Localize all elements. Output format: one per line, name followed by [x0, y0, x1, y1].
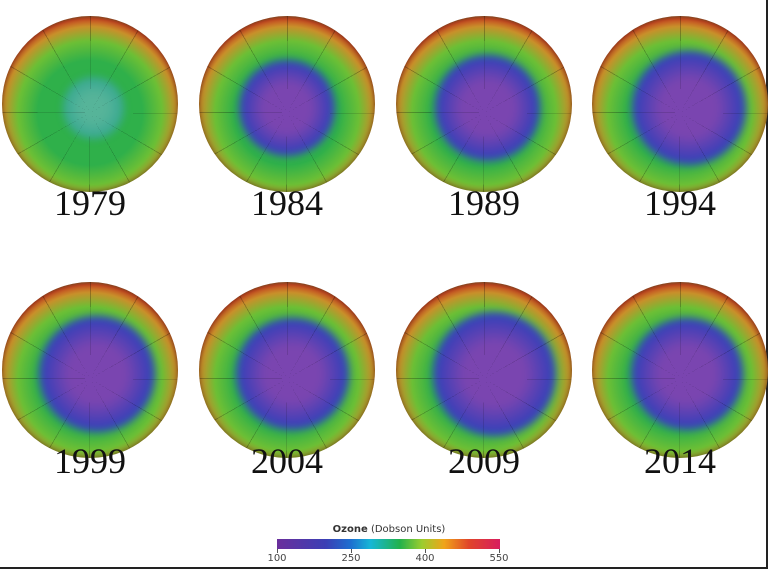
colorbar-title: Ozone (Dobson Units): [277, 524, 501, 535]
ozone-globe-2004: [199, 282, 375, 458]
year-label: 2004: [251, 441, 323, 481]
colorbar: [277, 539, 500, 549]
meridian-lines: [2, 282, 178, 458]
ozone-globe-2009: [396, 282, 572, 458]
year-label: 1989: [448, 183, 520, 223]
ozone-hole: [235, 317, 349, 431]
year-label: 2009: [448, 441, 520, 481]
meridian-lines: [592, 282, 768, 458]
meridian-lines: [2, 16, 178, 192]
colorbar-tick: [499, 549, 500, 553]
ozone-globe-1989: [396, 16, 572, 192]
colorbar-tick-label: 550: [489, 553, 509, 564]
meridian-lines: [396, 16, 572, 192]
year-label: 1994: [644, 183, 716, 223]
colorbar-title-bold: Ozone: [332, 524, 368, 535]
year-label: 1999: [54, 441, 126, 481]
colorbar-tick-label: 400: [415, 553, 435, 564]
ozone-hole: [434, 55, 541, 161]
ozone-hole: [630, 317, 744, 431]
meridian-lines: [592, 16, 768, 192]
ozone-hole: [432, 312, 557, 436]
meridian-lines: [199, 16, 375, 192]
ozone-globe-1979: [2, 16, 178, 192]
colorbar-tick: [277, 549, 278, 553]
colorbar-tick: [425, 549, 426, 553]
ozone-globe-1994: [592, 16, 768, 192]
ozone-hole: [38, 315, 156, 433]
ozone-hole: [238, 59, 336, 157]
meridian-lines: [199, 282, 375, 458]
colorbar-tick: [351, 549, 352, 553]
year-label: 1979: [54, 183, 126, 223]
colorbar-unit: (Dobson Units): [370, 524, 446, 535]
colorbar-tick-label: 250: [341, 553, 361, 564]
meridian-lines: [396, 282, 572, 458]
ozone-hole: [62, 77, 125, 139]
ozone-hole: [631, 50, 746, 166]
ozone-globe-1984: [199, 16, 375, 192]
year-label: 2014: [644, 441, 716, 481]
colorbar-tick-label: 100: [267, 553, 287, 564]
year-label: 1984: [251, 183, 323, 223]
ozone-globe-2014: [592, 282, 768, 458]
ozone-globe-1999: [2, 282, 178, 458]
